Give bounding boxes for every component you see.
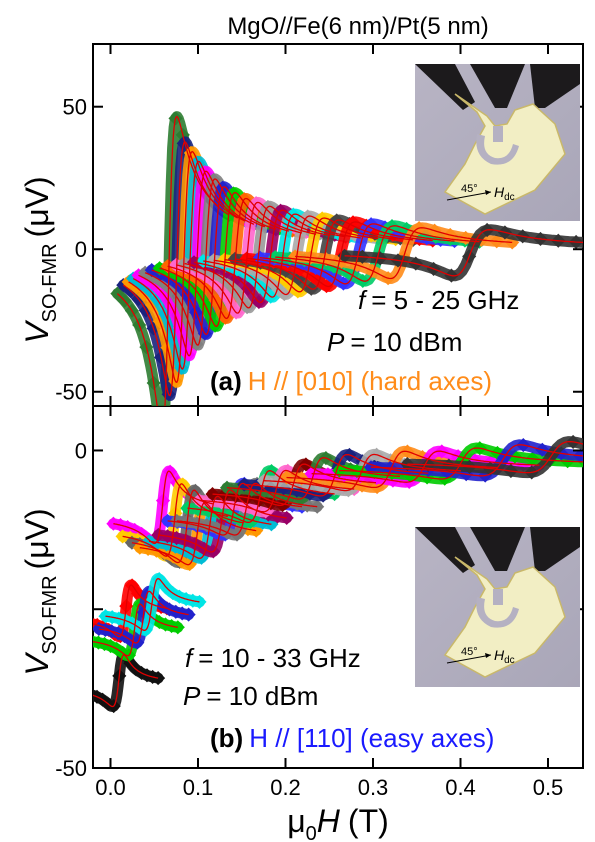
inset-b-field: Hdc [494, 647, 515, 666]
fit-line-b-23 [187, 470, 335, 523]
panel-b-ytick-label: 0 [75, 438, 87, 463]
fit-line-a-18 [213, 215, 379, 296]
fit-line-a-15 [184, 205, 331, 309]
x-axis-ticks: 0.0 0.1 0.2 0.3 0.4 0.5 [95, 775, 563, 800]
fit-line-a-6 [122, 141, 230, 397]
data-point [79, 615, 93, 629]
chart-title: MgO//Fe(6 nm)/Pt(5 nm) [227, 13, 488, 40]
inset-b-angle: 45° [461, 646, 478, 658]
panel-b-label: (b) H // [110] (easy axes) [210, 723, 494, 753]
x-tick-label: 0.0 [95, 775, 126, 800]
x-tick-label: 0.4 [445, 775, 476, 800]
data-point [587, 236, 595, 250]
inset-a-arrow [446, 191, 492, 201]
fit-line-b-15 [113, 470, 213, 545]
inset-photo-a: 45° Hdc [415, 64, 580, 221]
panel-b-ytick-label: -50 [55, 756, 87, 781]
panel-a-ytick-label: 50 [63, 95, 87, 120]
x-tick-label: 0.5 [533, 775, 564, 800]
panel-a-power: P = 10 dBm [327, 327, 462, 357]
fit-line-b-13 [98, 590, 189, 644]
fit-line-b-14 [105, 577, 200, 631]
fit-line-b-18 [139, 501, 257, 566]
fit-line-b-33 [407, 440, 583, 474]
inset-photo-b: 45° Hdc [415, 527, 580, 687]
fit-line-b-31 [339, 447, 583, 480]
panel-a-data [110, 111, 595, 435]
fit-line-a-7 [128, 150, 239, 384]
panel-b-data [73, 434, 595, 714]
inset-a-arrowhead-icon [485, 190, 491, 195]
panel-b-ylabel: VSO-FMR(μV) [19, 508, 61, 675]
data-point [73, 685, 87, 699]
fit-line-b-11 [93, 584, 167, 638]
fit-line-a-25 [344, 229, 583, 277]
fit-line-b-27 [244, 453, 429, 497]
data-point [587, 440, 595, 454]
data-point [154, 421, 168, 435]
fit-line-a-14 [175, 201, 317, 314]
x-tick-label: 0.1 [183, 775, 214, 800]
inset-a-field: Hdc [494, 184, 515, 203]
fit-line-b-26 [226, 457, 401, 500]
fit-line-b-17 [131, 489, 244, 564]
panel-b-frequency: f = 10 - 33 GHz [185, 643, 361, 673]
data-point [79, 686, 93, 700]
x-tick-label: 0.3 [358, 775, 389, 800]
panel-a-label: (a) H // [010] (hard axes) [210, 366, 492, 396]
inset-b-arrow [446, 654, 492, 664]
fit-line-b-32 [370, 444, 583, 477]
panel-a-frequency: f = 5 - 25 GHz [358, 285, 519, 315]
inset-b-arrowhead-icon [485, 653, 491, 658]
panel-b-frame [92, 405, 584, 769]
panel-b-power: P = 10 dBm [183, 681, 318, 711]
fit-line-b-10 [93, 654, 159, 708]
fit-line-b-22 [176, 482, 318, 536]
x-tick-label: 0.2 [270, 775, 301, 800]
fit-line-b-25 [212, 463, 377, 507]
panel-a-ytick-label: -50 [55, 380, 87, 405]
fit-line-a-21 [246, 221, 433, 288]
fit-line-a-17 [203, 213, 361, 298]
fit-line-a-16 [193, 209, 346, 304]
fit-line-b-28 [263, 453, 461, 492]
inset-a-angle: 45° [461, 183, 478, 195]
fit-line-b-19 [148, 495, 272, 559]
fit-line-a-22 [259, 223, 455, 285]
fit-line-b-29 [286, 450, 499, 489]
x-axis-label: μ0H (T) [287, 803, 389, 842]
fit-line-b-20 [158, 489, 287, 553]
fit-line-a-5 [116, 115, 220, 406]
fit-line-a-8 [132, 160, 246, 370]
panel-a-ytick-label: 0 [75, 237, 87, 262]
panel-a-ylabel: VSO-FMR(μV) [19, 176, 61, 343]
